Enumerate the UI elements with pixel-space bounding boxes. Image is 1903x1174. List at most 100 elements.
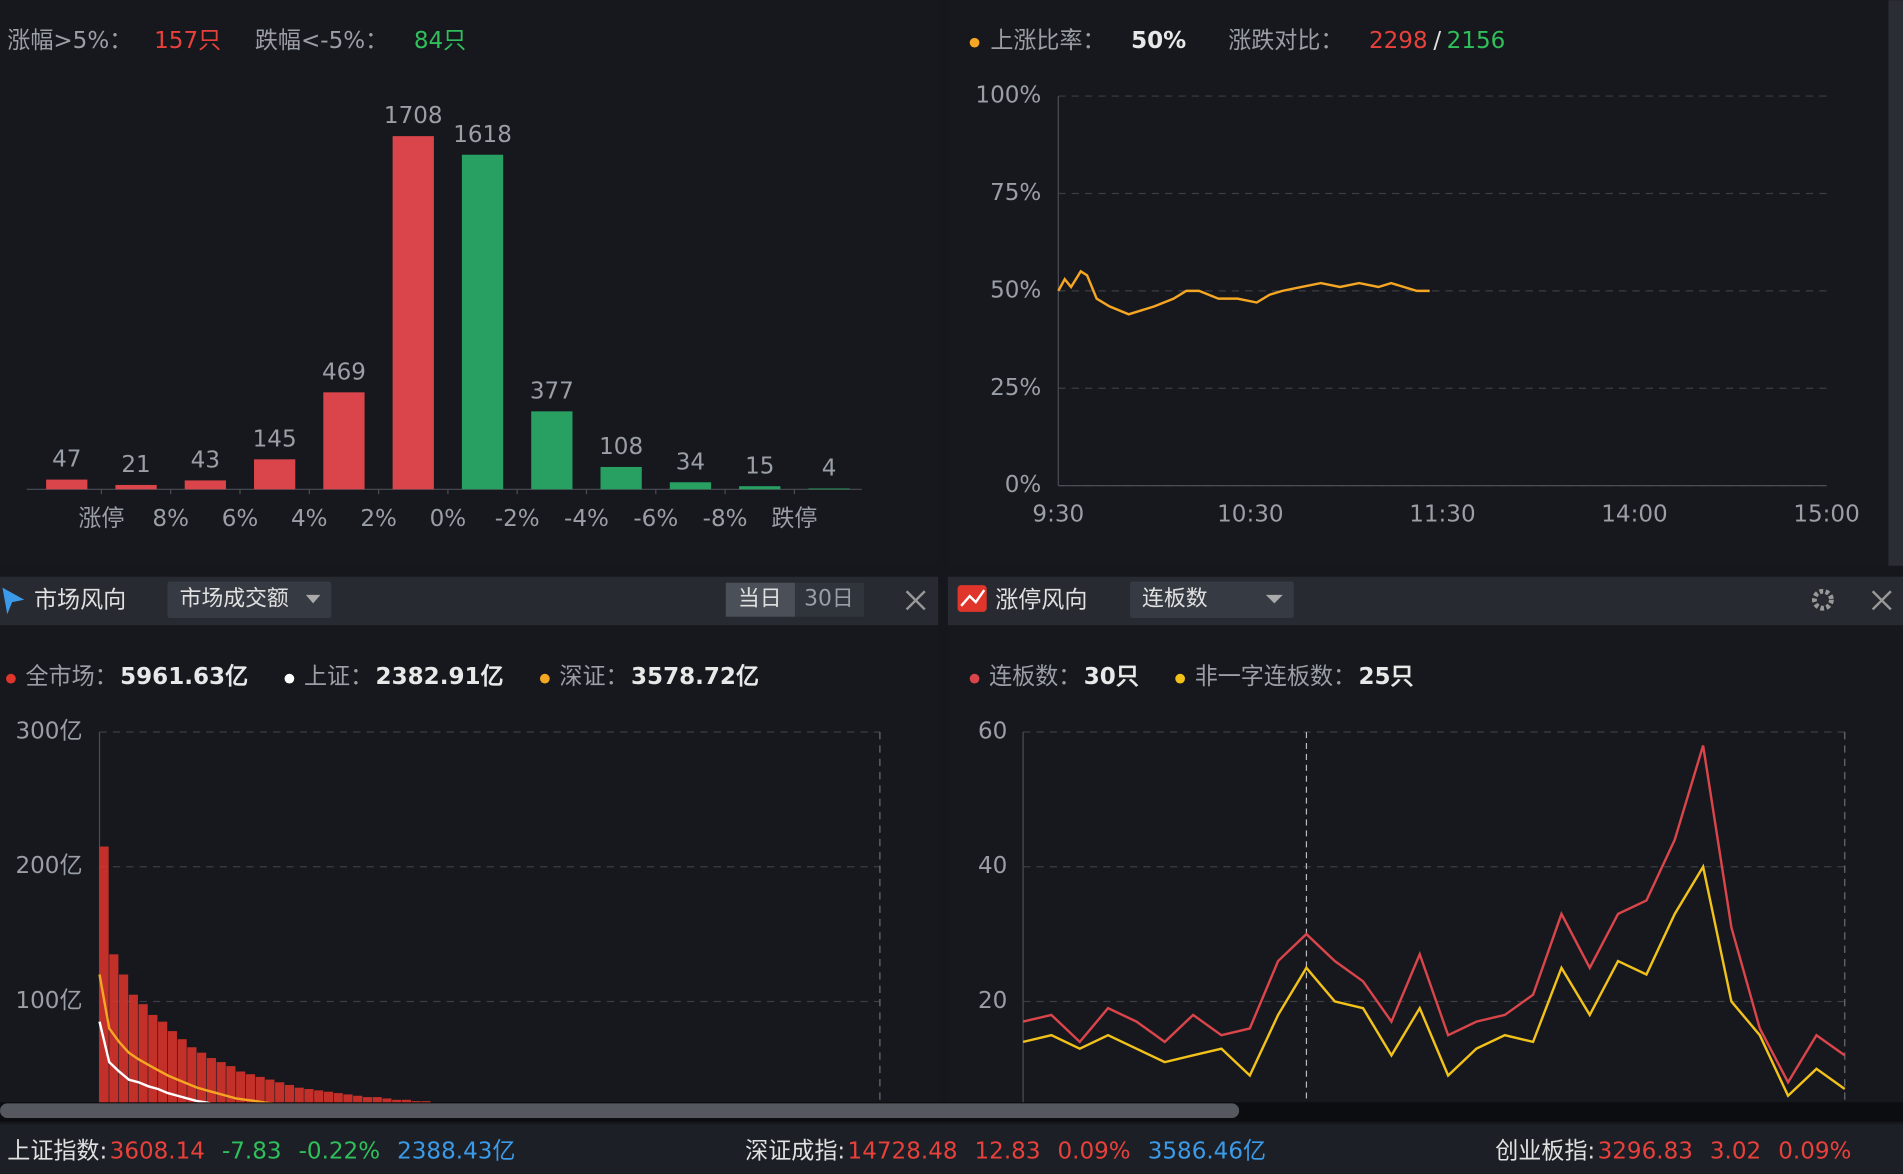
line (98, 1021, 211, 1103)
x-tick-label: 15:00 (1793, 501, 1859, 527)
y-tick-label: 20 (978, 988, 1007, 1014)
status-pct: -0.22% (299, 1138, 381, 1164)
bar (392, 1099, 402, 1103)
bar (115, 484, 157, 490)
status-price: 14728.48 (848, 1138, 958, 1164)
y-tick-label: 50% (990, 277, 1041, 303)
bar (177, 1039, 187, 1103)
label: 涨幅>5%： (7, 28, 132, 54)
bar (411, 1101, 421, 1103)
x-tick-label: 9:30 (1032, 501, 1084, 527)
bar (294, 1087, 304, 1103)
bar (158, 1021, 168, 1103)
ratio: 50% (1131, 28, 1186, 54)
legend-name: 非一字连板数： (1195, 664, 1356, 690)
value-label: 34 (676, 449, 705, 475)
bar (206, 1058, 216, 1103)
panel-title: 涨停风向 (995, 587, 1087, 613)
status-price: 3296.83 (1598, 1138, 1693, 1164)
legend-total: 3578.72亿 (631, 664, 759, 690)
y-tick-label: 75% (990, 180, 1041, 206)
y-tick-label: 100亿 (15, 988, 82, 1014)
status-pct: 0.09% (1778, 1138, 1851, 1164)
dropdown[interactable] (167, 581, 332, 618)
x-tick-label: 14:00 (1601, 501, 1667, 527)
bar (128, 994, 138, 1103)
bar (669, 482, 712, 490)
close[interactable] (905, 590, 926, 611)
bar (138, 1004, 148, 1103)
settings[interactable] (1811, 588, 1834, 611)
caret (1265, 594, 1283, 604)
legend-dot (6, 673, 16, 684)
bar (167, 1031, 177, 1103)
dropdown-text: 连板数 (1142, 587, 1208, 612)
tab-active[interactable] (725, 582, 795, 617)
panel (947, 625, 1903, 1111)
x-tick-label: -8% (703, 506, 748, 532)
y-tick-label: 0% (1005, 472, 1042, 498)
y-tick-label: 200亿 (15, 853, 82, 879)
bar (254, 459, 296, 490)
bar (531, 411, 573, 490)
separator: / (1433, 28, 1441, 54)
bar (148, 1014, 158, 1103)
status-bar (0, 1124, 1903, 1174)
dropdown[interactable] (1129, 581, 1294, 618)
tab[interactable] (794, 582, 865, 617)
x-tick-label: 11:30 (1409, 501, 1475, 527)
bar (362, 1097, 373, 1103)
bar (304, 1089, 314, 1103)
value-label: 15 (745, 453, 774, 479)
bar (461, 154, 504, 490)
legend-total: 30只 (1084, 664, 1139, 690)
status-pct: 0.09% (1057, 1138, 1130, 1164)
icon-line (960, 589, 986, 607)
bar (119, 974, 129, 1103)
tab-text: 当日 (738, 587, 782, 612)
legend-name: 全市场： (25, 664, 117, 690)
status-change: -7.83 (222, 1138, 282, 1164)
bar (216, 1062, 226, 1103)
legend-dot (540, 673, 550, 684)
bar (401, 1099, 412, 1103)
line (1022, 863, 1846, 1098)
legend-dot (1175, 673, 1185, 684)
bar (343, 1094, 353, 1103)
bar (197, 1052, 207, 1103)
status-change: 3.02 (1710, 1138, 1761, 1164)
up-count: 2298 (1369, 28, 1428, 54)
y-tick-label: 25% (990, 375, 1041, 401)
x-tick-label: 2% (360, 506, 397, 532)
scrollbar[interactable] (1888, 0, 1903, 566)
value-label: 377 (530, 378, 574, 404)
bar (372, 1097, 382, 1103)
x-tick-label: -6% (633, 506, 678, 532)
legend-total: 5961.63亿 (120, 664, 248, 690)
panel-header (947, 576, 1903, 626)
bar (808, 488, 850, 490)
status-name: 上证指数: (7, 1138, 107, 1164)
bar (323, 1091, 334, 1103)
tab-text: 30日 (804, 587, 854, 612)
bar (236, 1071, 246, 1103)
value-label: 1708 (384, 103, 443, 129)
bar (245, 1074, 255, 1103)
scroll-thumb[interactable] (0, 1103, 1240, 1118)
line (1022, 745, 1846, 1085)
close[interactable] (1871, 590, 1892, 611)
bar (421, 1101, 431, 1103)
bar (226, 1066, 236, 1103)
y-tick-label: 300亿 (15, 719, 82, 745)
bar (739, 486, 781, 490)
x-tick-label: 6% (222, 506, 259, 532)
legend-name: 连板数： (989, 664, 1081, 690)
label: 跌幅<-5%： (255, 28, 388, 54)
line (1057, 269, 1430, 316)
x-tick-label: 4% (291, 506, 328, 532)
x-tick-label: 8% (152, 506, 189, 532)
bar (187, 1047, 197, 1103)
value-label: 43 (191, 447, 220, 473)
bar (314, 1090, 324, 1103)
label: 涨跌对比： (1228, 28, 1343, 54)
